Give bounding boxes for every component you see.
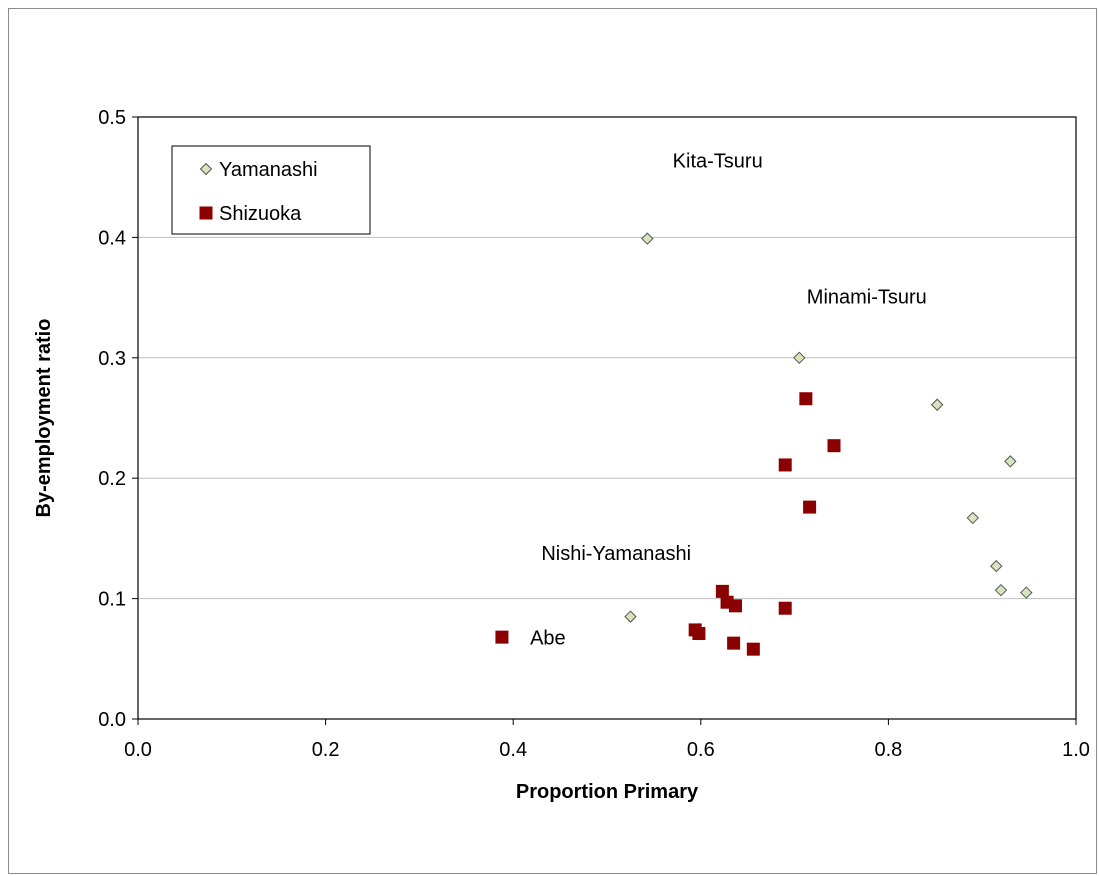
annotation-kita-tsuru: Kita-Tsuru bbox=[673, 151, 763, 173]
yamanashi-point-6 bbox=[994, 583, 1008, 597]
yamanashi-point-1 bbox=[793, 351, 806, 365]
shizuoka-point-3 bbox=[803, 500, 817, 514]
yamanashi-point-3 bbox=[1004, 455, 1017, 468]
shizuoka-point-9 bbox=[692, 627, 706, 641]
x-axis-title: Proportion Primary bbox=[516, 781, 699, 803]
y-tick-label-1: 0.1 bbox=[98, 589, 126, 611]
y-tick-label-0: 0.0 bbox=[98, 709, 126, 731]
legend-label-1: Shizuoka bbox=[219, 203, 302, 225]
annotations: Kita-Tsuru Minami-Tsuru Nishi-Yamanashi Abe bbox=[530, 151, 927, 650]
shizuoka-point-2 bbox=[778, 458, 792, 472]
shizuoka-point-0 bbox=[799, 392, 813, 406]
y-axis-ticks: 0.0 0.1 0.2 0.3 0.4 0.5 bbox=[98, 107, 138, 731]
shizuoka-point-7 bbox=[778, 601, 792, 615]
annotation-nishi-yamanashi: Nishi-Yamanashi bbox=[541, 543, 691, 565]
gridlines bbox=[138, 236, 1076, 600]
data-points bbox=[495, 232, 1033, 656]
yamanashi-point-0 bbox=[641, 232, 654, 245]
annotation-abe: Abe bbox=[530, 627, 566, 649]
shizuoka-point-6 bbox=[729, 599, 743, 613]
y-axis-title: By-employment ratio bbox=[33, 319, 55, 518]
yamanashi-point-4 bbox=[966, 511, 980, 525]
x-tick-label-3: 0.6 bbox=[687, 739, 715, 761]
x-tick-label-5: 1.0 bbox=[1062, 739, 1090, 761]
y-tick-label-2: 0.2 bbox=[98, 468, 126, 490]
shizuoka-point-1 bbox=[827, 439, 841, 453]
x-tick-label-2: 0.4 bbox=[499, 739, 527, 761]
x-tick-label-4: 0.8 bbox=[874, 739, 902, 761]
shizuoka-point-10 bbox=[727, 636, 741, 650]
legend-marker-1 bbox=[199, 206, 213, 220]
yamanashi-point-2 bbox=[930, 398, 944, 411]
shizuoka-point-4 bbox=[715, 584, 729, 598]
y-tick-label-3: 0.3 bbox=[98, 348, 126, 370]
yamanashi-point-7 bbox=[1020, 586, 1033, 599]
yamanashi-point-5 bbox=[990, 559, 1003, 573]
x-tick-label-0: 0.0 bbox=[124, 739, 152, 761]
yamanashi-point-8 bbox=[624, 610, 637, 623]
x-tick-label-1: 0.2 bbox=[312, 739, 340, 761]
y-tick-label-4: 0.4 bbox=[98, 227, 126, 249]
legend: Yamanashi Shizuoka bbox=[171, 145, 371, 235]
annotation-minami-tsuru: Minami-Tsuru bbox=[807, 287, 927, 309]
legend-label-0: Yamanashi bbox=[219, 159, 318, 181]
plot-area bbox=[137, 116, 1077, 720]
y-tick-label-5: 0.5 bbox=[98, 107, 126, 129]
legend-marker-0 bbox=[199, 162, 213, 176]
shizuoka-point-11 bbox=[746, 642, 760, 656]
shizuoka-point-12 bbox=[495, 630, 509, 644]
x-axis-ticks: 0.0 0.2 0.4 0.6 0.8 1.0 bbox=[124, 719, 1090, 761]
